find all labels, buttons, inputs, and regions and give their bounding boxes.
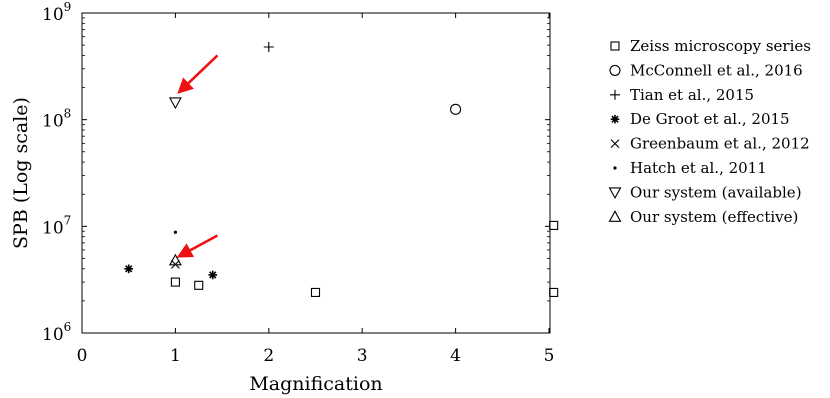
- legend-label: De Groot et al., 2015: [630, 110, 790, 128]
- legend-marker-triangle-up: [608, 210, 622, 222]
- x-tick-label: 5: [544, 346, 555, 366]
- legend-marker-square: [610, 41, 620, 51]
- legend-label: Our system (available): [630, 183, 802, 201]
- x-axis-label: Magnification: [249, 373, 382, 395]
- data-point-triangle-up: [168, 253, 182, 266]
- data-point-asterisk: [124, 264, 133, 274]
- legend-label: Our system (effective): [630, 208, 798, 226]
- data-point-dot: [173, 230, 177, 234]
- y-tick-label: 109: [42, 0, 71, 25]
- axis-ticks: 0 1 2 3 4 5 106 107 108 109: [42, 0, 554, 366]
- data-point-square: [310, 287, 321, 297]
- x-tick-label: 0: [77, 346, 88, 366]
- legend-marker-asterisk: [610, 114, 620, 124]
- y-axis-label: SPB (Log scale): [10, 97, 32, 249]
- legend-marker-cross: [610, 139, 620, 148]
- x-tick-label: 2: [263, 346, 274, 366]
- data-point-plus: [263, 42, 274, 53]
- data-point-square: [194, 280, 204, 290]
- annotation-arrow: [177, 54, 219, 94]
- x-tick-label: 1: [170, 346, 181, 366]
- legend-label: Tian et al., 2015: [630, 86, 754, 104]
- data-point-triangle-down: [168, 97, 182, 110]
- legend-marker-triangle-down: [608, 187, 622, 200]
- legend-label: Zeiss microscopy series: [630, 37, 811, 55]
- legend-label: Greenbaum et al., 2012: [630, 135, 810, 153]
- legend-marker-dot: [613, 166, 617, 170]
- annotation-arrow: [176, 234, 219, 258]
- data-point-square: [549, 220, 559, 230]
- data-point-circle: [450, 103, 462, 115]
- x-tick-label: 4: [450, 346, 461, 366]
- x-tick-label: 3: [357, 346, 368, 366]
- data-point-square: [170, 277, 180, 287]
- annotation-arrows: [176, 54, 219, 258]
- y-tick-label: 108: [42, 107, 71, 132]
- y-tick-label: 107: [42, 213, 71, 238]
- y-tick-label: 106: [42, 320, 71, 345]
- data-points: [124, 42, 559, 297]
- legend-label: Hatch et al., 2011: [630, 159, 767, 177]
- legend-marker-circle: [609, 64, 621, 76]
- plot-frame: [81, 12, 551, 334]
- data-point-asterisk: [208, 270, 218, 280]
- legend-label: McConnell et al., 2016: [630, 61, 803, 79]
- legend: Zeiss microscopy series McConnell et al.,…: [608, 37, 811, 226]
- data-point-square: [549, 287, 559, 297]
- legend-marker-plus: [610, 89, 620, 100]
